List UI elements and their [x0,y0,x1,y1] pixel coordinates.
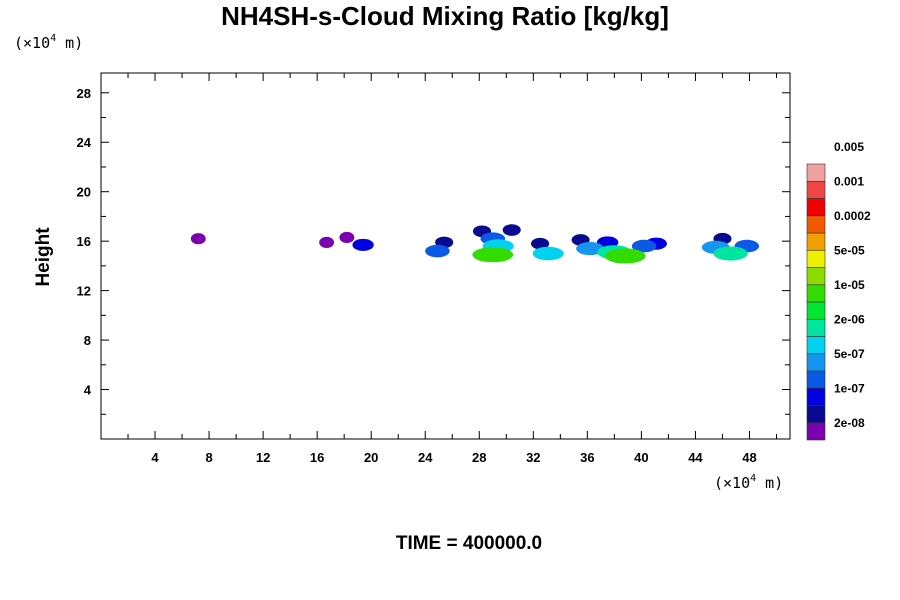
colorbar-label: 1e-07 [834,381,865,395]
cloud-cell [502,224,521,236]
colorbar-swatch [806,163,826,182]
y-tick-label: 20 [77,185,91,200]
colorbar: 2e-08 1e-07 5e-07 2e-06 1e-05 5e-05 0.0002 0.00… [806,140,871,441]
cloud-cell [190,233,206,245]
y-axis-title: Height [33,227,54,287]
colorbar-label: 0.0002 [834,209,871,223]
colorbar-swatch [806,284,826,303]
x-tick-label: 28 [472,450,486,465]
colorbar-swatch [806,353,826,372]
x-tick-label: 20 [364,450,378,465]
y-tick-label: 8 [84,333,91,348]
colorbar-swatch [806,336,826,355]
x-axis-unit-label: (×104 m) [714,473,783,492]
cloud-cell [425,244,450,258]
x-tick-label: 4 [151,450,159,465]
y-axis-unit-label: (×104 m) [14,33,83,52]
x-tick-label: 44 [688,450,703,465]
cloud-cell [319,236,335,248]
colorbar-swatch [806,232,826,251]
cloud-field [190,224,760,264]
colorbar-swatch [806,301,826,320]
cloud-cell [576,242,604,256]
colorbar-swatch [806,198,826,217]
y-tick-label: 28 [77,86,91,101]
x-axis-ticks: 4 8 12 16 20 24 28 32 36 40 44 48 [127,73,777,465]
colorbar-label: 0.005 [834,140,864,154]
time-label: TIME = 400000.0 [396,533,542,554]
x-tick-label: 36 [580,450,594,465]
x-tick-label: 40 [634,450,648,465]
plot-area-frame [100,72,791,440]
colorbar-label: 5e-05 [834,243,865,257]
colorbar-swatch [806,387,826,406]
colorbar-label: 1e-05 [834,278,865,292]
cloud-cell [604,248,646,264]
colorbar-swatch [806,370,826,389]
cloud-cell [472,247,514,263]
x-tick-label: 32 [526,450,540,465]
cloud-cell [531,237,550,250]
x-tick-label: 16 [310,450,324,465]
colorbar-label: 2e-08 [834,416,865,430]
y-axis-ticks: 4 8 12 16 20 24 28 [77,86,790,415]
chart-title: NH4SH-s-Cloud Mixing Ratio [kg/kg] [221,1,669,31]
colorbar-label: 2e-06 [834,312,865,326]
x-tick-label: 12 [256,450,270,465]
y-tick-label: 12 [77,284,91,299]
colorbar-label: 0.001 [834,174,864,188]
colorbar-swatch [806,267,826,286]
colorbar-swatch [806,249,826,268]
x-tick-label: 48 [742,450,756,465]
y-tick-label: 16 [77,234,91,249]
y-tick-label: 24 [77,135,92,150]
colorbar-swatch [806,180,826,199]
colorbar-swatch [806,422,826,441]
x-tick-label: 24 [418,450,433,465]
x-tick-label: 8 [205,450,212,465]
colorbar-swatch [806,215,826,234]
colorbar-swatch [806,405,826,424]
y-tick-label: 4 [84,383,92,398]
cloud-cell [532,246,564,261]
colorbar-label: 5e-07 [834,347,865,361]
cloud-cell [713,246,748,261]
cloud-cell [352,238,374,251]
cloud-cell [631,239,657,253]
colorbar-swatch [806,318,826,337]
cloud-cell [339,231,355,244]
